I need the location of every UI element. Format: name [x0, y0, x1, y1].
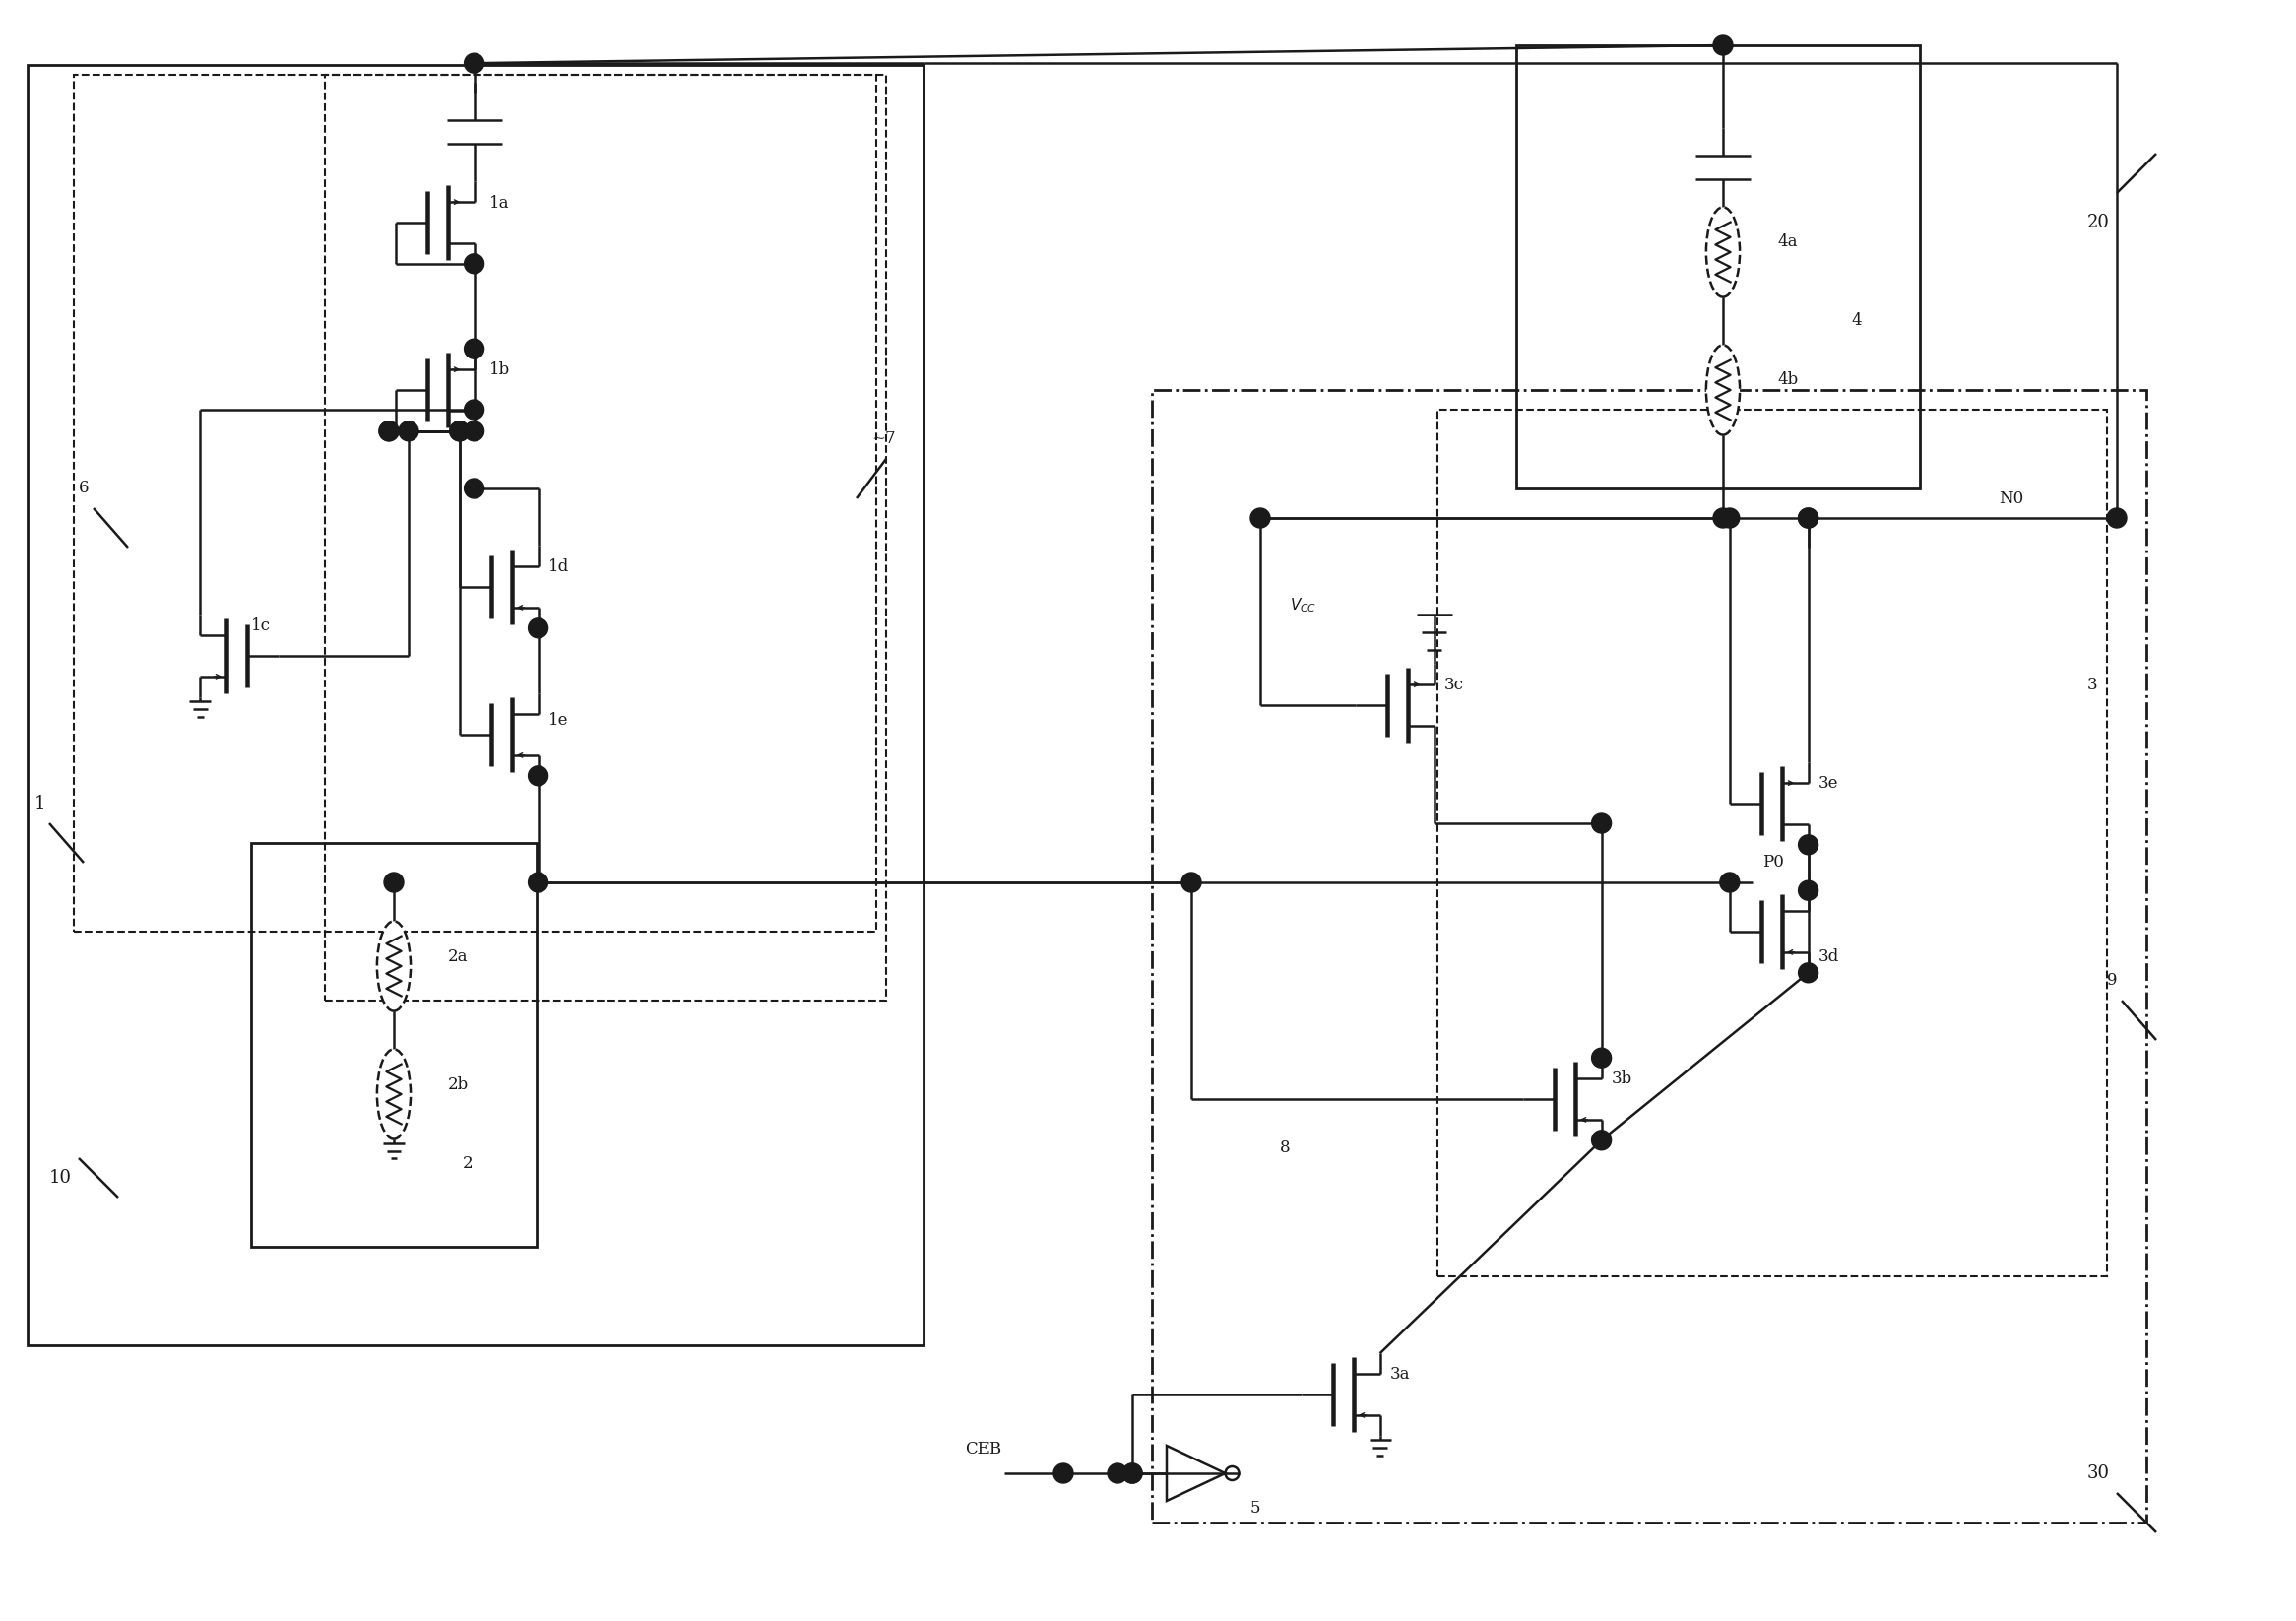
Circle shape — [464, 478, 484, 498]
Circle shape — [1713, 507, 1733, 528]
Circle shape — [1798, 880, 1818, 900]
Circle shape — [383, 872, 404, 892]
Text: 3e: 3e — [1818, 775, 1839, 793]
Text: 4: 4 — [1851, 313, 1862, 329]
Circle shape — [528, 872, 549, 892]
Circle shape — [1591, 1049, 1612, 1068]
Bar — [28, 65, 923, 1345]
Circle shape — [1798, 507, 1818, 528]
Ellipse shape — [1706, 207, 1740, 297]
Text: 20: 20 — [2087, 214, 2110, 232]
Ellipse shape — [377, 921, 411, 1012]
Text: CEB: CEB — [964, 1441, 1001, 1457]
Circle shape — [2108, 507, 2126, 528]
Circle shape — [464, 421, 484, 441]
Text: 2a: 2a — [448, 948, 468, 964]
Text: 1: 1 — [34, 794, 46, 812]
Text: 9: 9 — [2108, 973, 2117, 989]
Bar — [326, 75, 886, 1000]
Circle shape — [1251, 507, 1270, 528]
Circle shape — [464, 254, 484, 274]
Circle shape — [528, 618, 549, 639]
Text: 1a: 1a — [489, 195, 510, 211]
Circle shape — [1123, 1464, 1141, 1483]
Circle shape — [400, 421, 418, 441]
Bar — [1515, 45, 1919, 488]
Text: 6: 6 — [78, 480, 90, 498]
Ellipse shape — [1706, 345, 1740, 434]
Bar — [1437, 410, 2108, 1276]
Text: 4b: 4b — [1777, 371, 1798, 389]
Circle shape — [464, 400, 484, 420]
Circle shape — [450, 421, 468, 441]
Circle shape — [1720, 872, 1740, 892]
Text: P0: P0 — [1763, 854, 1784, 870]
Circle shape — [528, 767, 549, 786]
Circle shape — [1798, 507, 1818, 528]
Text: 3a: 3a — [1389, 1367, 1410, 1383]
Text: 10: 10 — [48, 1169, 71, 1187]
Text: 3d: 3d — [1818, 948, 1839, 964]
Circle shape — [1591, 814, 1612, 833]
Circle shape — [379, 421, 400, 441]
Text: 30: 30 — [2087, 1464, 2110, 1482]
Text: 8: 8 — [1279, 1140, 1290, 1157]
Circle shape — [464, 53, 484, 73]
Bar — [73, 75, 877, 932]
Ellipse shape — [377, 1049, 411, 1140]
Text: 4a: 4a — [1777, 233, 1798, 251]
Text: 2b: 2b — [448, 1076, 468, 1093]
Circle shape — [1123, 1464, 1141, 1483]
Circle shape — [1713, 36, 1733, 55]
Circle shape — [1591, 1130, 1612, 1149]
Text: 5: 5 — [1251, 1499, 1261, 1516]
Text: N0: N0 — [1998, 490, 2023, 507]
Text: ~7: ~7 — [872, 431, 895, 447]
Circle shape — [464, 339, 484, 358]
Circle shape — [379, 421, 400, 441]
Text: 1c: 1c — [250, 618, 271, 635]
Circle shape — [1798, 963, 1818, 982]
Circle shape — [1182, 872, 1201, 892]
Text: 3c: 3c — [1444, 678, 1463, 694]
Text: 3: 3 — [2087, 678, 2099, 694]
Circle shape — [1798, 835, 1818, 854]
Text: 1e: 1e — [549, 712, 567, 728]
Circle shape — [1107, 1464, 1127, 1483]
Text: 1d: 1d — [549, 559, 569, 575]
Bar — [1153, 391, 2147, 1522]
Circle shape — [450, 421, 468, 441]
Circle shape — [1054, 1464, 1072, 1483]
Text: 3b: 3b — [1612, 1071, 1632, 1088]
Circle shape — [1720, 507, 1740, 528]
Bar — [250, 843, 537, 1247]
Text: 1b: 1b — [489, 361, 510, 379]
Text: $V_{CC}$: $V_{CC}$ — [1290, 595, 1316, 614]
Text: 2: 2 — [464, 1154, 473, 1172]
